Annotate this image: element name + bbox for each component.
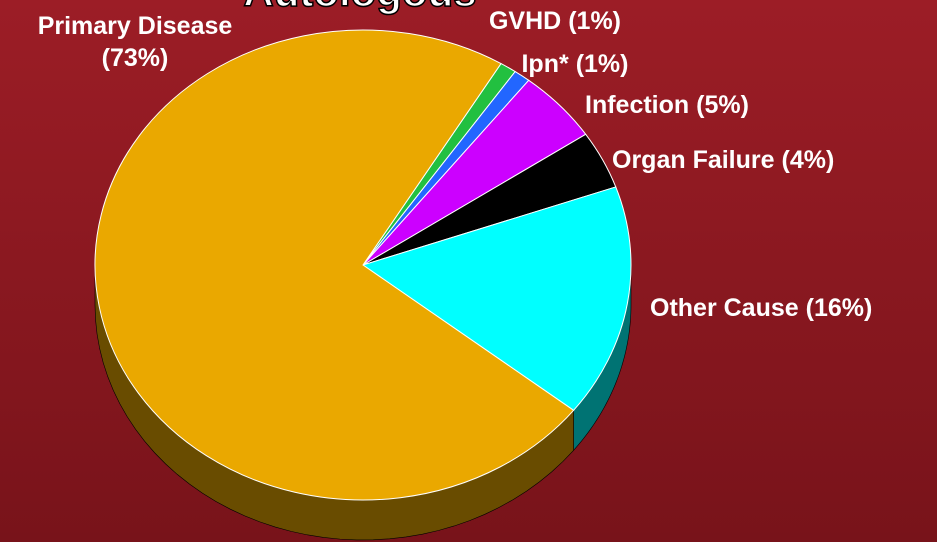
slice-value: (5%)	[696, 91, 749, 119]
slice-label: Other Cause (16%)	[650, 294, 872, 322]
slice	[361, 186, 632, 411]
slice-name: Ipn*	[521, 50, 568, 78]
slice-label: Primary Disease (73%)	[38, 12, 233, 72]
labels: Primary Disease (73%)GVHD (1%)Ipn* (1%)Infe…	[38, 7, 873, 322]
slice-name: GVHD	[489, 7, 561, 35]
slice-label: Organ Failure (4%)	[612, 146, 834, 174]
slice-name: Primary Disease	[38, 12, 233, 40]
pie	[94, 29, 632, 541]
slice-label: Infection (5%)	[585, 91, 749, 119]
slice-name: Other Cause	[650, 294, 799, 322]
chart-title: Autologous	[243, 0, 476, 15]
slice-name: Infection	[585, 91, 689, 119]
slice-value: (73%)	[102, 44, 169, 72]
slice-label: GVHD (1%)	[489, 7, 621, 35]
slice-value: (16%)	[806, 294, 873, 322]
slice-label: Ipn* (1%)	[521, 50, 628, 78]
slice	[94, 29, 575, 501]
slice-value: (4%)	[782, 146, 835, 174]
slice-value: (1%)	[576, 50, 629, 78]
slice-name: Organ Failure	[612, 146, 775, 174]
slice-value: (1%)	[568, 7, 621, 35]
